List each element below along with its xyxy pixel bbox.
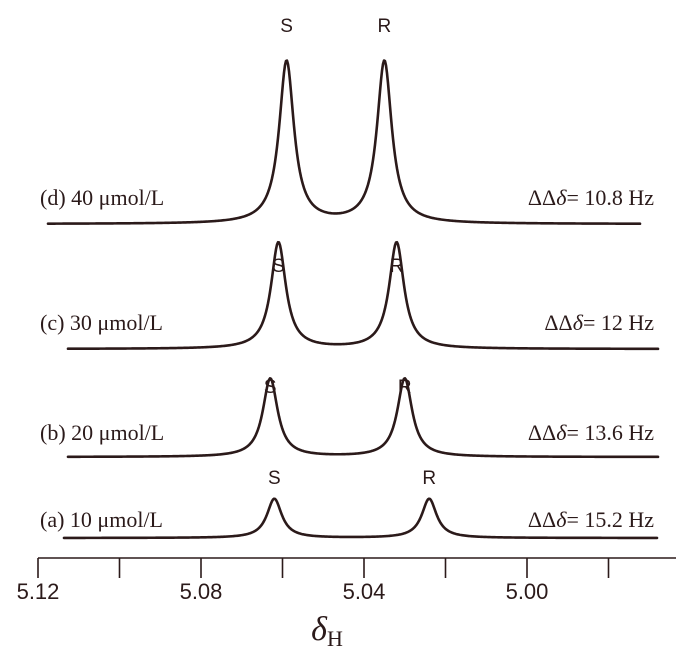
delta-variable: δ [556,185,567,210]
x-tick-label: 5.12 [17,579,60,604]
peak-label-s: S [272,256,285,277]
spectrum-trace-d [46,59,642,225]
peak-label-r: R [422,468,436,489]
delta-variable: δ [556,507,567,532]
series-label-unit: mol/L [110,420,164,445]
delta-label-d: ΔΔδ= 10.8 Hz [528,185,654,210]
delta-symbol: ΔΔ [544,310,572,335]
x-tick-label: 5.04 [343,579,386,604]
x-axis-ticks [37,558,610,578]
delta-label-c: ΔΔδ= 12 Hz [544,310,654,335]
peak-label-s: S [268,468,281,489]
series-label-prefix: (a) 10 [40,507,97,532]
x-axis-label: δH [311,611,343,651]
delta-variable: δ [556,420,567,445]
series-label-unit: mol/L [109,507,163,532]
delta-symbol: ΔΔ [528,420,556,445]
peak-label-r: R [378,16,392,37]
delta-symbol: ΔΔ [528,185,556,210]
series-label-b: (b) 20 μmol/L [40,420,164,445]
delta-value: = 13.6 Hz [566,420,654,445]
series-label-unit: mol/L [110,185,164,210]
delta-label-b: ΔΔδ= 13.6 Hz [528,420,654,445]
series-label-d: (d) 40 μmol/L [40,185,164,210]
series-label-prefix: (b) 20 [40,420,99,445]
series-label-prefix: (c) 30 [40,310,97,335]
delta-value: = 10.8 Hz [566,185,654,210]
delta-label-a: ΔΔδ= 15.2 Hz [528,507,654,532]
series-label-a: (a) 10 μmol/L [40,507,163,532]
series-label-mu: μ [97,310,109,335]
delta-value: = 15.2 Hz [566,507,654,532]
spectra-traces [46,59,660,540]
series-labels: S R(a) 10 μmol/L ΔΔδ= 15.2 HzS R(b) 20 μmol… [40,16,654,532]
spectrum-trace-a [62,497,659,540]
spectrum-trace-b [66,377,660,459]
series-label-unit: mol/L [109,310,163,335]
x-tick-label: 5.08 [180,579,223,604]
series-label-c: (c) 30 μmol/L [40,310,163,335]
series-label-mu: μ [99,420,111,445]
series-label-mu: μ [97,507,109,532]
peak-label-r: R [390,256,404,277]
peak-label-r: R [398,377,412,398]
spectrum-trace-c [66,240,660,351]
series-label-mu: μ [99,185,111,210]
series-label-prefix: (d) 40 [40,185,99,210]
delta-value: = 12 Hz [583,310,654,335]
peak-label-s: S [264,377,277,398]
delta-symbol: ΔΔ [528,507,556,532]
peak-label-s: S [280,16,293,37]
x-axis-label-symbol: δ [311,611,328,648]
delta-variable: δ [573,310,584,335]
x-tick-label: 5.00 [506,579,549,604]
x-axis-tick-labels: 5.12 5.08 5.04 5.00 [17,579,549,604]
x-axis-label-subscript: H [327,626,343,651]
x-axis: 5.12 5.08 5.04 5.00 δH [17,557,676,651]
